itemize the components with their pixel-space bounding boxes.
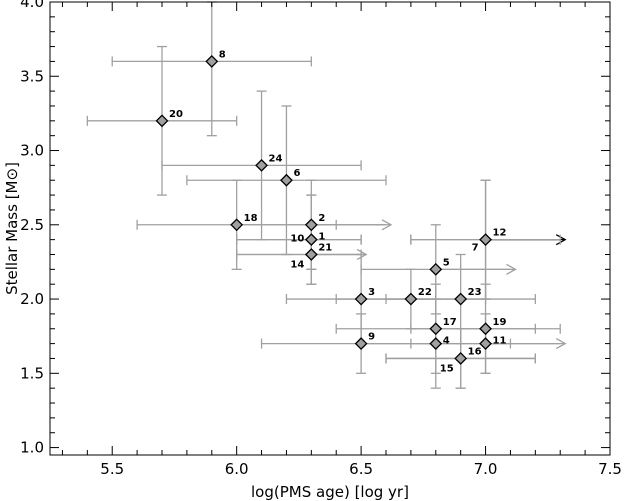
limit-arrow-head [381, 219, 393, 231]
markers-layer [155, 54, 492, 365]
point-label: 12 [493, 228, 507, 239]
data-point-marker [304, 248, 318, 261]
point-label: 1 [318, 232, 325, 243]
error-bars-layer [86, 1, 567, 389]
y-tick-label: 2.0 [20, 290, 44, 308]
data-point-marker [404, 292, 418, 306]
point-label: 21 [318, 242, 332, 253]
data-point-marker [454, 292, 468, 306]
x-tick-label: 5.5 [100, 460, 124, 478]
data-point-marker [429, 337, 443, 351]
data-point-marker [155, 114, 169, 128]
y-tick-label: 1.5 [20, 364, 44, 382]
point-label: 10 [290, 234, 304, 245]
y-axis-label: Stellar Mass [M⊙] [3, 162, 21, 295]
x-axis-label: log(PMS age) [log yr] [251, 483, 409, 501]
limit-arrow-head [506, 263, 517, 275]
point-label: 7 [472, 243, 479, 254]
y-tick-label: 1.0 [20, 439, 44, 457]
point-label: 16 [468, 346, 482, 357]
y-tick-label: 2.5 [20, 216, 44, 234]
x-tick-label: 7.5 [598, 460, 622, 478]
point-label: 4 [443, 336, 450, 347]
point-label: 5 [443, 257, 450, 268]
point-label: 17 [443, 317, 457, 328]
data-point-marker [479, 322, 492, 336]
point-label: 15 [440, 363, 454, 374]
data-point-marker [429, 322, 443, 336]
point-label: 11 [493, 336, 507, 347]
point-label: 9 [368, 332, 375, 343]
data-point-marker [230, 218, 244, 232]
data-point-marker [280, 173, 293, 187]
limit-arrow-head [555, 338, 567, 350]
x-tick-label: 6.5 [349, 460, 373, 478]
x-tick-label: 6.0 [225, 460, 249, 478]
point-label: 6 [293, 168, 300, 179]
data-point-marker [429, 262, 443, 276]
point-label: 23 [468, 287, 482, 298]
point-label: 19 [493, 317, 507, 328]
ticks-layer: 5.5 6.0 6.5 7.0 7.5 1.0 1.5 2.0 2.5 3.0 3.5 4.0 [20, 0, 622, 478]
data-point-marker [304, 218, 318, 232]
point-label: 18 [244, 213, 258, 224]
data-point-marker [479, 233, 492, 247]
y-tick-label: 3.0 [20, 142, 44, 160]
point-label: 22 [418, 287, 432, 298]
data-point-marker [354, 292, 368, 306]
y-tick-label: 3.5 [20, 67, 44, 85]
data-point-marker [454, 352, 468, 365]
plot-frame [49, 1, 611, 456]
data-point-marker [205, 54, 219, 68]
data-point-marker [354, 337, 368, 351]
point-label: 2 [318, 213, 325, 224]
y-tick-label: 4.0 [20, 0, 44, 11]
data-point-marker [304, 233, 318, 247]
x-tick-label: 7.0 [474, 460, 498, 478]
point-label: 8 [219, 49, 226, 60]
point-labels-layer: 8 20 24 6 18 2 10 121 14 3 22 23 5 12 7 17 4 9 19 11 16 15 [169, 49, 507, 374]
limit-arrow-head [555, 234, 567, 246]
point-label: 20 [169, 109, 183, 120]
data-point-marker [479, 337, 492, 351]
point-label: 24 [269, 153, 283, 164]
data-point-marker [255, 158, 268, 172]
point-label: 3 [368, 287, 375, 298]
point-label: 14 [290, 259, 304, 270]
